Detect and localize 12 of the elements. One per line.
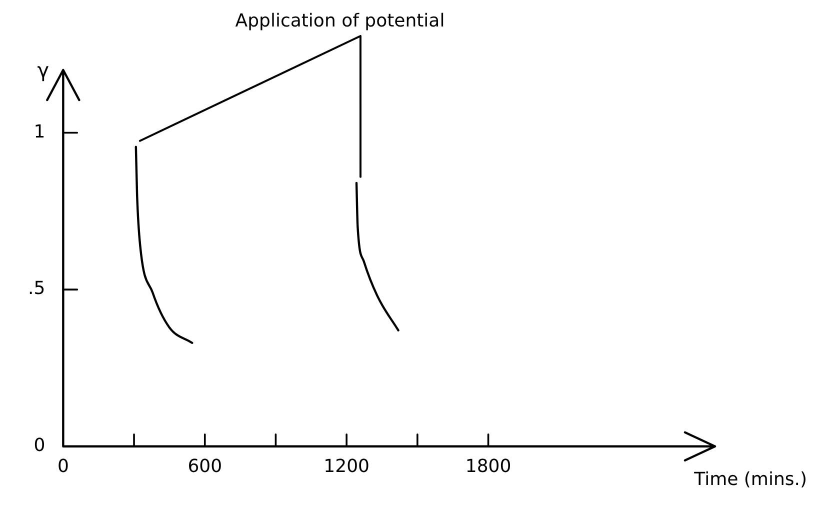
x-tick-label: 1200 — [324, 456, 370, 477]
text: Application of potential — [235, 10, 445, 32]
x-axis-title: Time (mins.) — [693, 469, 807, 490]
y-tick-label: .5 — [28, 278, 46, 300]
y-axis-title: γ — [37, 58, 50, 82]
x-tick-label: 1800 — [465, 456, 512, 477]
line-series — [355, 182, 400, 332]
x-tick-label: 0 — [57, 456, 69, 477]
y-tick-label: 0 — [34, 435, 46, 456]
line-series — [134, 146, 194, 344]
x-tick-label: 600 — [188, 456, 222, 477]
y-tick-label: 1 — [34, 121, 46, 142]
